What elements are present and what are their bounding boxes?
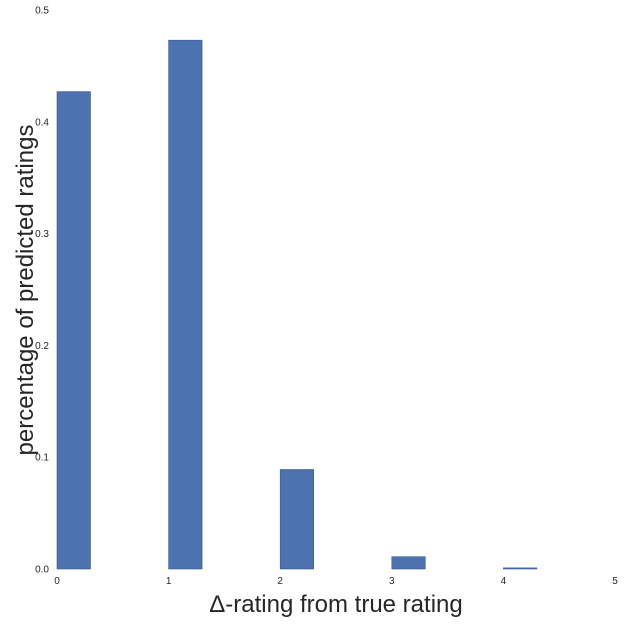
bar-0: [56, 91, 91, 570]
y-tick-label-2: 0.2: [35, 341, 49, 352]
y-axis-label: percentage of predicted ratings: [12, 125, 39, 456]
x-tick-label-2: 2: [277, 576, 283, 587]
y-tick-label-3: 0.3: [35, 229, 49, 240]
y-tick-label-5: 0.5: [35, 6, 49, 17]
bar-1: [168, 39, 203, 570]
bar-2: [279, 469, 314, 570]
y-tick-labels: 0.0 0.1 0.2 0.3 0.4 0.5: [35, 6, 49, 576]
x-tick-labels: 0 1 2 3 4 5: [54, 576, 618, 587]
x-tick-label-3: 3: [389, 576, 395, 587]
bar-3: [391, 556, 426, 570]
y-tick-label-0: 0.0: [35, 565, 49, 576]
x-tick-label-5: 5: [612, 576, 618, 587]
bar-4: [503, 567, 538, 570]
x-axis-label: Δ-rating from true rating: [209, 591, 462, 618]
y-tick-label-1: 0.1: [35, 453, 49, 464]
bars-group: [56, 39, 538, 570]
x-tick-label-0: 0: [54, 576, 60, 587]
x-tick-label-4: 4: [501, 576, 507, 587]
y-tick-label-4: 0.4: [35, 117, 49, 128]
x-tick-label-1: 1: [166, 576, 172, 587]
